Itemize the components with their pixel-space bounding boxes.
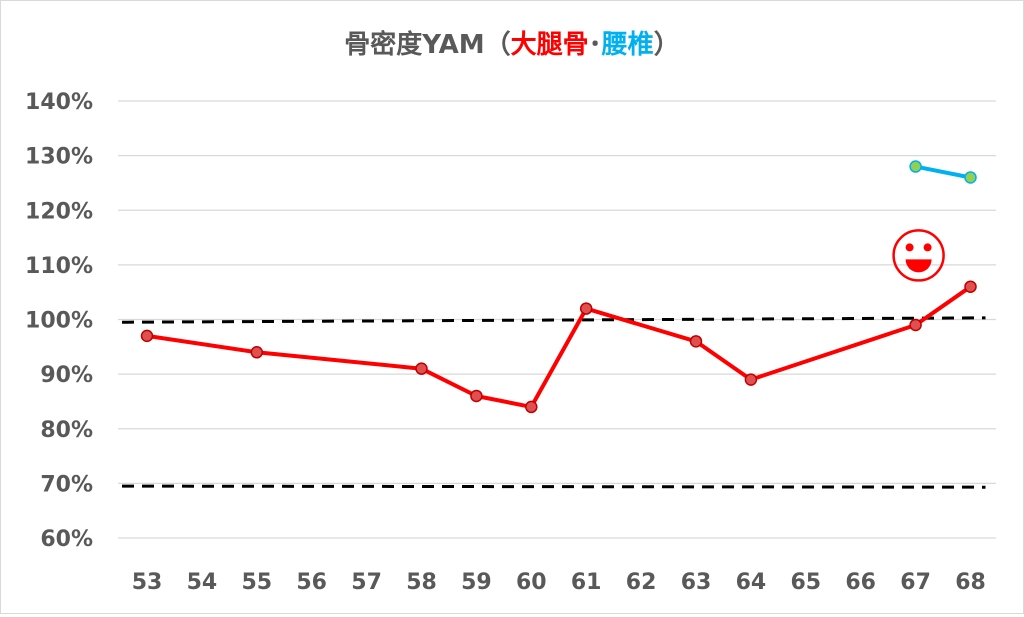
data-point-femur (415, 362, 428, 375)
chart-title: 骨密度YAM（大腿骨･腰椎） (344, 29, 679, 60)
x-tick-label: 63 (681, 570, 712, 595)
x-tick-label: 55 (241, 570, 272, 595)
data-point-lumbar (909, 160, 922, 173)
x-tick-label: 60 (516, 570, 547, 595)
data-point-femur (964, 280, 977, 293)
y-tick-label: 120% (25, 199, 93, 224)
title-femur-label: 大腿骨 (511, 30, 589, 60)
smiley-face-outline (892, 229, 945, 282)
x-tick-label: 53 (132, 570, 163, 595)
x-tick-label: 68 (955, 570, 986, 595)
series-line-femur (146, 285, 972, 409)
y-tick-label: 110% (25, 254, 93, 279)
x-tick-label: 64 (736, 570, 767, 595)
data-point-femur (525, 400, 538, 414)
x-tick-label: 58 (406, 570, 437, 595)
title-prefix: 骨密度YAM（ (344, 29, 510, 60)
x-tick-label: 57 (351, 570, 382, 595)
data-point-femur (744, 373, 758, 386)
x-tick-label: 56 (296, 570, 327, 595)
x-axis-ticks: 53 54 55 56 57 58 59 60 61 62 63 64 65 66 67 68 (132, 570, 986, 595)
data-point-lumbar (964, 171, 977, 184)
series-lines (146, 164, 972, 409)
y-tick-label: 80% (40, 418, 93, 443)
smiley-left-eye (905, 243, 914, 252)
data-point-femur (579, 302, 593, 315)
x-tick-label: 66 (845, 570, 876, 595)
title-separator: ･ (589, 30, 602, 60)
y-tick-label: 60% (40, 527, 93, 552)
y-tick-label: 70% (40, 472, 93, 497)
data-point-femur (250, 346, 264, 359)
y-tick-label: 130% (25, 145, 93, 170)
title-suffix: ） (654, 30, 680, 60)
x-tick-label: 59 (461, 570, 492, 595)
grid-lines (118, 100, 996, 539)
smiley-icon (892, 229, 945, 282)
y-tick-label: 140% (25, 90, 93, 115)
x-tick-label: 67 (900, 570, 931, 595)
x-tick-label: 54 (187, 570, 218, 595)
data-point-femur (140, 329, 154, 343)
series-markers (140, 160, 977, 414)
y-tick-label: 90% (40, 363, 93, 388)
title-lumbar-label: 腰椎 (601, 30, 654, 60)
x-tick-label: 61 (571, 570, 602, 595)
reference-line-lower (121, 484, 986, 489)
smiley-right-eye (923, 243, 932, 252)
data-point-femur (689, 335, 703, 348)
x-tick-label: 62 (626, 570, 657, 595)
data-point-femur (909, 318, 922, 332)
annotations (892, 229, 945, 282)
y-tick-label: 100% (25, 309, 93, 334)
y-axis-ticks: 60% 70% 80% 90% 100% 110% 120% 130% 140% (25, 90, 93, 552)
reference-lines (121, 316, 986, 489)
smiley-mouth (905, 259, 932, 273)
data-point-femur (470, 389, 483, 403)
x-tick-label: 65 (790, 570, 821, 595)
series-line-lumbar (915, 164, 971, 180)
reference-line-upper (121, 316, 986, 324)
